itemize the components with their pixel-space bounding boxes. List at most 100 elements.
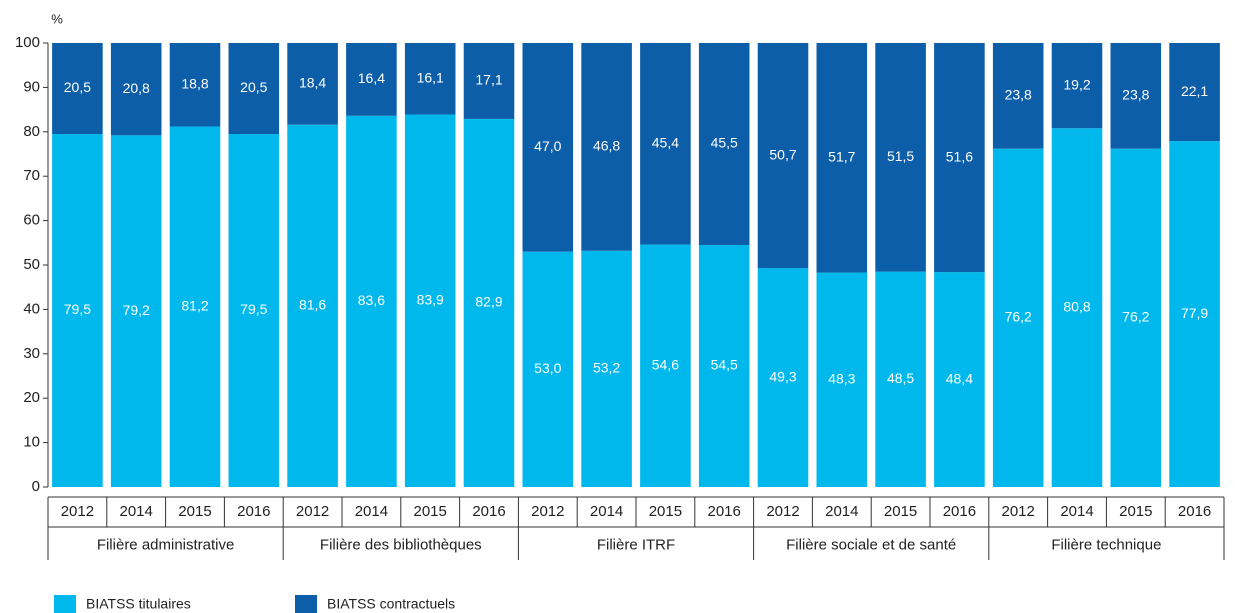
bar-segment: [404, 114, 456, 487]
data-label: 54,6: [652, 356, 679, 372]
y-tick-label: 80: [23, 123, 40, 140]
bar-segment: [1110, 148, 1162, 487]
bar-segment: [463, 43, 515, 119]
data-label: 19,2: [1063, 76, 1090, 92]
x-tick-label: 2015: [414, 503, 447, 520]
x-tick-label: 2012: [766, 503, 799, 520]
y-tick-label: 50: [23, 256, 40, 273]
data-label: 76,2: [1005, 309, 1032, 325]
bar-segment: [1169, 43, 1220, 142]
data-label: 47,0: [534, 138, 561, 154]
bar-segment: [816, 272, 868, 487]
y-tick-label: 90: [23, 78, 40, 95]
y-tick-label: 40: [23, 300, 40, 317]
data-label: 48,5: [887, 370, 914, 386]
y-tick-label: 20: [23, 389, 40, 406]
group-label: Filière technique: [1051, 536, 1161, 553]
data-label: 79,5: [64, 301, 91, 317]
data-label: 51,5: [887, 148, 914, 164]
bar-segment: [52, 134, 103, 487]
data-label: 77,9: [1181, 305, 1208, 321]
bar-segment: [640, 43, 691, 245]
bar-segment: [992, 148, 1044, 487]
x-tick-label: 2012: [531, 503, 564, 520]
bar-segment: [228, 43, 280, 135]
legend-swatch: [54, 595, 76, 613]
bar-segment: [875, 43, 926, 272]
bar-segment: [1110, 43, 1162, 149]
x-tick-label: 2015: [649, 503, 682, 520]
bar-segment: [757, 43, 809, 269]
bar-segment: [1051, 43, 1103, 129]
y-tick-label: 10: [23, 434, 40, 451]
data-label: 80,8: [1063, 298, 1090, 314]
group-label: Filière sociale et de santé: [786, 536, 956, 553]
data-label: 79,5: [240, 301, 267, 317]
data-label: 23,8: [1005, 87, 1032, 103]
x-tick-label: 2012: [61, 503, 94, 520]
bar-segment: [757, 268, 809, 487]
data-label: 20,5: [64, 79, 91, 95]
y-tick-label: 0: [32, 478, 40, 495]
x-tick-label: 2016: [237, 503, 270, 520]
y-tick-label: 30: [23, 345, 40, 362]
data-label: 51,7: [828, 148, 855, 164]
group-label: Filière administrative: [97, 536, 235, 553]
x-tick-label: 2014: [120, 503, 153, 520]
bar-segment: [698, 245, 750, 487]
x-tick-label: 2012: [296, 503, 329, 520]
data-label: 20,8: [123, 80, 150, 96]
x-tick-label: 2015: [1119, 503, 1152, 520]
data-label: 48,3: [828, 370, 855, 386]
y-tick-label: 70: [23, 167, 40, 184]
group-label: Filière ITRF: [597, 536, 675, 553]
data-label: 53,2: [593, 360, 620, 376]
bar-segment: [346, 43, 397, 116]
bar-segment: [581, 43, 632, 251]
bar-segment: [404, 43, 456, 115]
bar-segment: [346, 115, 397, 487]
bar-segment: [110, 43, 162, 136]
x-tick-label: 2015: [178, 503, 211, 520]
y-tick-label: 100: [15, 34, 40, 51]
x-tick-label: 2016: [708, 503, 741, 520]
data-label: 45,4: [652, 134, 679, 150]
data-label: 18,8: [181, 75, 208, 91]
bar-segment: [934, 272, 985, 487]
legend-label: BIATSS contractuels: [327, 596, 455, 612]
bar-segment: [169, 126, 221, 488]
bar-segment: [110, 135, 162, 488]
bar-segment: [522, 251, 574, 487]
bar-segment: [52, 43, 103, 135]
bar-segment: [463, 118, 515, 487]
data-label: 16,4: [358, 70, 385, 86]
bar-segment: [992, 43, 1044, 149]
data-label: 23,8: [1122, 87, 1149, 103]
data-label: 22,1: [1181, 83, 1208, 99]
x-tick-label: 2016: [472, 503, 505, 520]
x-tick-label: 2014: [355, 503, 388, 520]
bar-segment: [169, 43, 221, 127]
bar-segment: [228, 134, 280, 487]
data-label: 53,0: [534, 360, 561, 376]
y-tick-label: 60: [23, 212, 40, 229]
x-tick-label: 2014: [825, 503, 858, 520]
x-tick-label: 2016: [943, 503, 976, 520]
data-label: 16,1: [417, 69, 444, 85]
bar-segment: [287, 43, 338, 125]
bar-segment: [581, 250, 632, 487]
legend-swatch: [295, 595, 317, 613]
bar-segment: [816, 43, 868, 273]
bar-segment: [287, 124, 338, 488]
bar-segment: [1051, 128, 1103, 488]
y-axis-label: %: [51, 11, 63, 26]
bar-segment: [934, 43, 985, 273]
x-tick-label: 2016: [1178, 503, 1211, 520]
data-label: 48,4: [946, 370, 973, 386]
data-label: 83,9: [417, 291, 444, 307]
data-label: 76,2: [1122, 309, 1149, 325]
x-tick-label: 2012: [1002, 503, 1035, 520]
data-label: 81,2: [181, 297, 208, 313]
bar-segment: [698, 43, 750, 246]
